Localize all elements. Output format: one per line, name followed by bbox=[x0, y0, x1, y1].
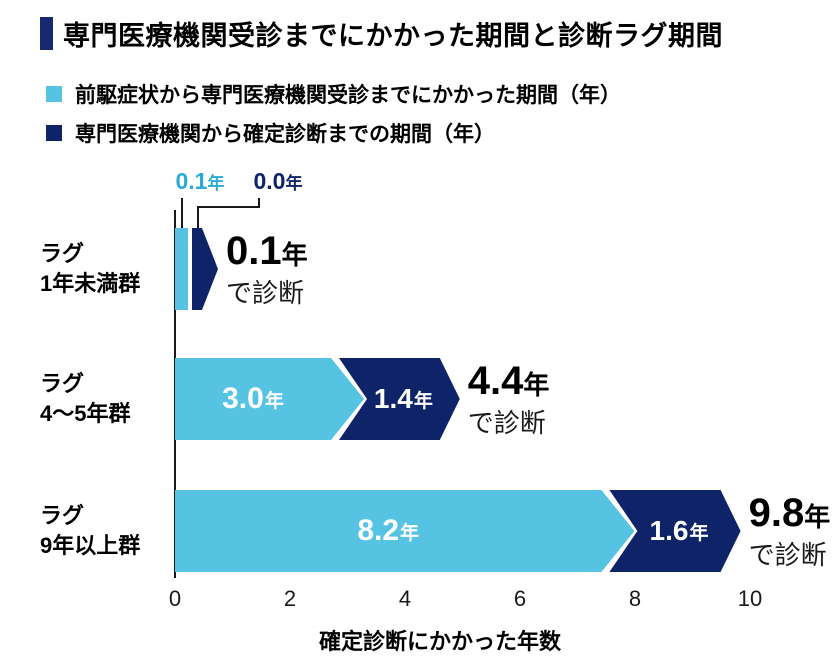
total-value-label: 4.4年で診断 bbox=[468, 358, 550, 440]
total-value-label: 9.8年で診断 bbox=[749, 490, 831, 572]
callout-line-diagnosis-drop bbox=[197, 206, 199, 228]
bar-segment-prodromal bbox=[175, 358, 364, 440]
callout-value-diagnosis: 0.0年 bbox=[253, 168, 303, 194]
legend-label: 専門医療機関から確定診断までの期間（年） bbox=[75, 123, 495, 146]
total-caption: で診断 bbox=[226, 278, 305, 308]
legend-label: 前駆症状から専門医療機関受診までにかかった期間（年） bbox=[75, 84, 621, 107]
total-caption: で診断 bbox=[467, 408, 546, 438]
x-axis-tick-6: 6 bbox=[513, 586, 527, 611]
bar-value-prodromal: 3.0 年 bbox=[222, 382, 284, 415]
total-value-label: 0.1年で診断 bbox=[226, 228, 308, 310]
legend-item-prodromal: 前駆症状から専門医療機関受診までにかかった期間（年） bbox=[46, 79, 621, 109]
callout-line-diagnosis-horizontal bbox=[197, 206, 260, 208]
total-number: 9.8年 bbox=[748, 491, 831, 535]
bar-value-prodromal: 8.2 年 bbox=[357, 514, 420, 547]
x-axis-title: 確定診断にかかった年数 bbox=[318, 629, 561, 654]
bar-segment-prodromal bbox=[175, 228, 188, 310]
total-number: 0.1年 bbox=[226, 229, 308, 273]
callout-value-prodromal: 0.1年 bbox=[175, 168, 225, 194]
title-marker-bar bbox=[40, 17, 53, 50]
legend-item-diagnosis: 専門医療機関から確定診断までの期間（年） bbox=[46, 118, 621, 148]
callout-line-diagnosis-stub bbox=[258, 198, 260, 206]
bar-segment-diagnosis bbox=[192, 228, 218, 310]
bar-segment-prodromal bbox=[175, 490, 634, 572]
legend-swatch-navy bbox=[46, 125, 62, 141]
category-label: ラグ 1年未満群 bbox=[40, 241, 141, 296]
x-axis-tick-2: 2 bbox=[283, 586, 297, 611]
callout-line-prodromal bbox=[181, 198, 183, 228]
x-axis-tick-0: 0 bbox=[168, 586, 182, 611]
category-label: ラグ 4～5年群 bbox=[40, 371, 131, 426]
bar-value-diagnosis: 1.4 年 bbox=[373, 383, 433, 414]
bar-value-diagnosis: 1.6 年 bbox=[649, 515, 709, 546]
legend-swatch-lightblue bbox=[46, 86, 62, 102]
x-axis-tick-4: 4 bbox=[398, 586, 412, 611]
total-caption: で診断 bbox=[748, 540, 827, 570]
stacked-arrow-bar-chart: 確定診断にかかった年数 ラグ 1年未満群 0.1年 0.0年 0.1年 で診断 ラグ 4～5年… bbox=[0, 160, 840, 670]
page-title: 専門医療機関受診までにかかった期間と診断ラグ期間 bbox=[63, 21, 723, 51]
title-row: 専門医療機関受診までにかかった期間と診断ラグ期間 bbox=[40, 14, 723, 53]
total-number: 4.4年 bbox=[467, 359, 550, 403]
legend: 前駆症状から専門医療機関受診までにかかった期間（年） 専門医療機関から確定診断ま… bbox=[46, 79, 621, 157]
x-axis-tick-10: 10 bbox=[737, 586, 763, 611]
category-label: ラグ 9年以上群 bbox=[40, 503, 141, 558]
x-axis-tick-8: 8 bbox=[628, 586, 642, 611]
